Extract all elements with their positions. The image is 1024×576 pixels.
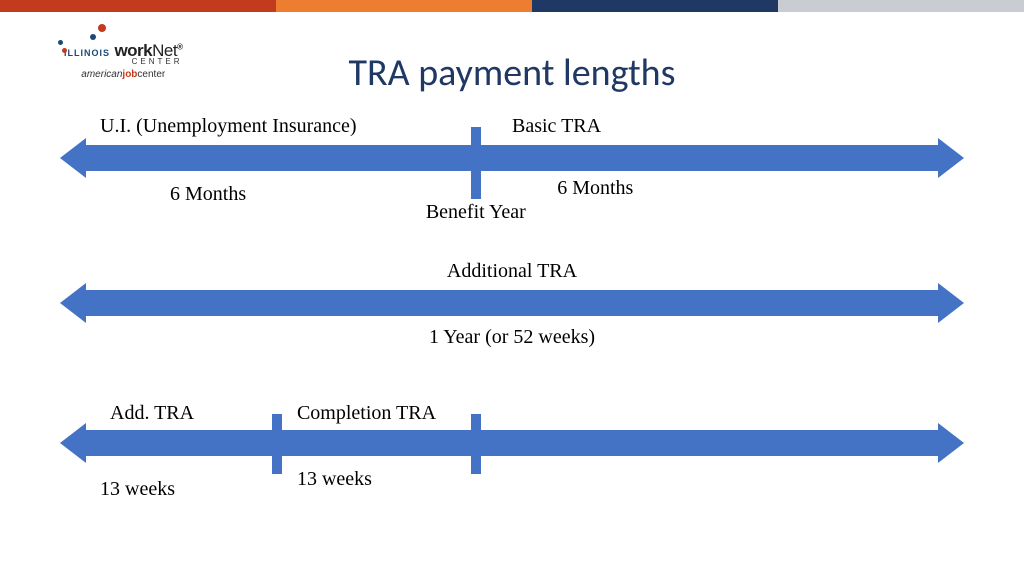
tick-benefit-year: [471, 127, 481, 199]
arrow-2-bar: [82, 290, 942, 316]
label-basic-tra: Basic TRA: [512, 115, 601, 138]
arrow-2: [60, 290, 964, 316]
label-benefit-year: Benefit Year: [426, 201, 526, 224]
top-seg-2: [276, 0, 532, 12]
timeline-additional-tra: Additional TRA 1 Year (or 52 weeks): [60, 290, 964, 316]
label-additional-tra: Additional TRA: [447, 260, 577, 283]
tick-13wk-1: [272, 414, 282, 474]
label-6mo-left: 6 Months: [170, 183, 246, 206]
tick-13wk-2: [471, 414, 481, 474]
logo-dots: [64, 30, 183, 44]
arrow-1-head-right: [938, 138, 964, 178]
timeline-completion-tra: Add. TRA Completion TRA 13 weeks 13 week…: [60, 430, 964, 456]
label-ui: U.I. (Unemployment Insurance): [100, 115, 357, 138]
logo-dot-b: [90, 34, 96, 40]
arrow-3-head-right: [938, 423, 964, 463]
arrow-3: [60, 430, 964, 456]
label-6mo-right: 6 Months: [557, 177, 633, 200]
top-seg-4: [778, 0, 1024, 12]
label-13wk-right: 13 weeks: [297, 468, 372, 491]
label-13wk-left: 13 weeks: [100, 478, 175, 501]
arrow-1: [60, 145, 964, 171]
logo-dot-a: [98, 24, 106, 32]
label-add-tra: Add. TRA: [110, 402, 194, 425]
label-completion-tra: Completion TRA: [297, 402, 436, 425]
top-seg-1: [0, 0, 276, 12]
arrow-2-head-right: [938, 283, 964, 323]
arrow-1-bar: [82, 145, 942, 171]
top-seg-3: [532, 0, 778, 12]
arrow-3-bar: [82, 430, 942, 456]
logo-dot-c: [58, 40, 63, 45]
top-bar: [0, 0, 1024, 12]
label-1year: 1 Year (or 52 weeks): [429, 326, 595, 349]
page-title: TRA payment lengths: [0, 50, 1024, 96]
timeline-ui-basic-tra: U.I. (Unemployment Insurance) Basic TRA …: [60, 145, 964, 171]
